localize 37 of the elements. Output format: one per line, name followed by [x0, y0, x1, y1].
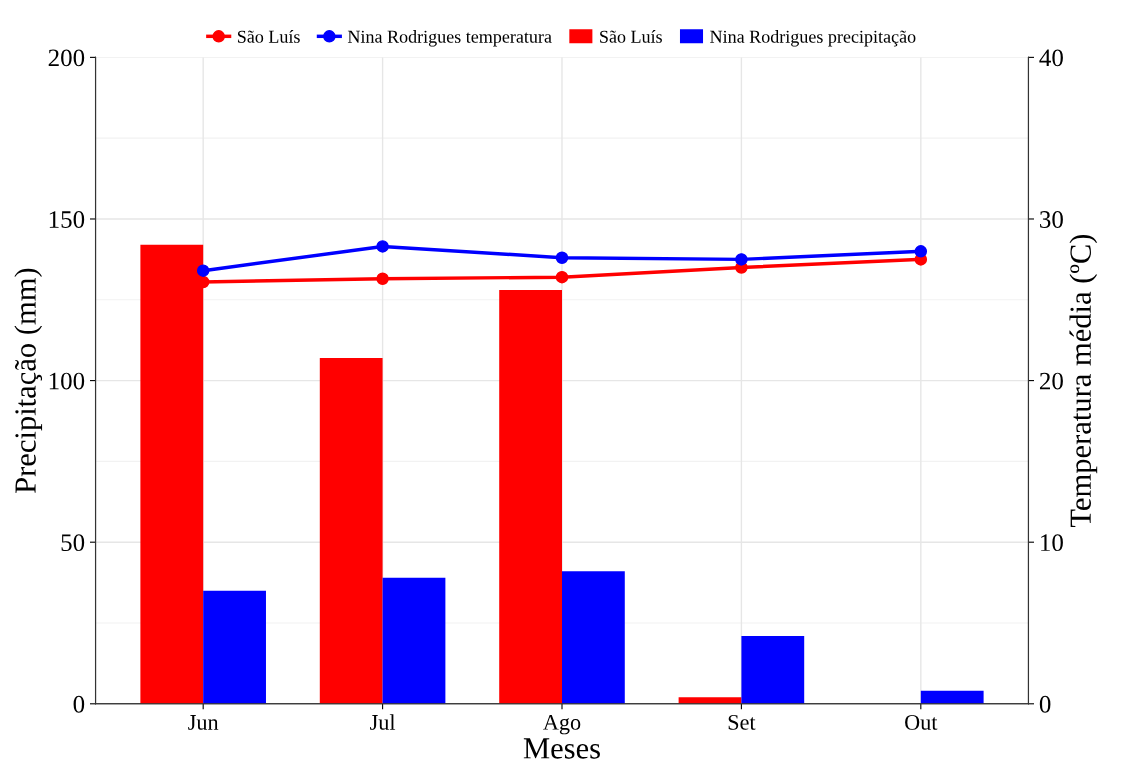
point: [196, 264, 210, 277]
y2-axis-title: Temperatura média (ºC): [1069, 234, 1098, 528]
x-tick-label: Out: [905, 714, 938, 730]
x-tick-label: Set: [728, 714, 756, 730]
x-tick-label: Jun: [188, 715, 219, 730]
legend-label: São Luís: [237, 30, 300, 43]
y2-tick-label: 30: [1040, 211, 1063, 228]
y-tick-label: 0: [73, 695, 85, 713]
bar: [319, 357, 383, 704]
y2-tick-label: 20: [1039, 372, 1063, 390]
bar: [499, 290, 562, 704]
bar: [678, 697, 742, 704]
y2-tick-label: 40: [1039, 49, 1063, 67]
legend-label: Nina Rodrigues temperatura: [347, 30, 552, 47]
bar: [920, 690, 984, 704]
y-tick-label: 50: [61, 534, 85, 552]
legend-label: São Luís: [600, 30, 662, 43]
x-axis-title: Meses: [523, 738, 600, 759]
bar: [562, 571, 625, 704]
point: [914, 245, 928, 258]
x-tick-label: Ago: [543, 714, 581, 735]
bar: [203, 590, 266, 704]
point: [376, 272, 389, 286]
y2-tick-label: 10: [1041, 534, 1063, 552]
legend-label: Nina Rodrigues precipitação: [710, 30, 916, 47]
point: [555, 270, 569, 284]
y2-tick-label: 0: [1039, 695, 1051, 713]
bar: [382, 577, 446, 704]
y-tick-label: 150: [49, 211, 85, 228]
bar: [741, 635, 805, 704]
point: [376, 240, 389, 253]
point: [735, 253, 748, 266]
y-tick-label: 100: [49, 372, 85, 390]
point: [555, 251, 569, 265]
x-tick-label: Jul: [370, 714, 396, 730]
y-tick-label: 200: [48, 49, 85, 67]
y-axis-title: Precipitação (mm): [14, 268, 43, 493]
